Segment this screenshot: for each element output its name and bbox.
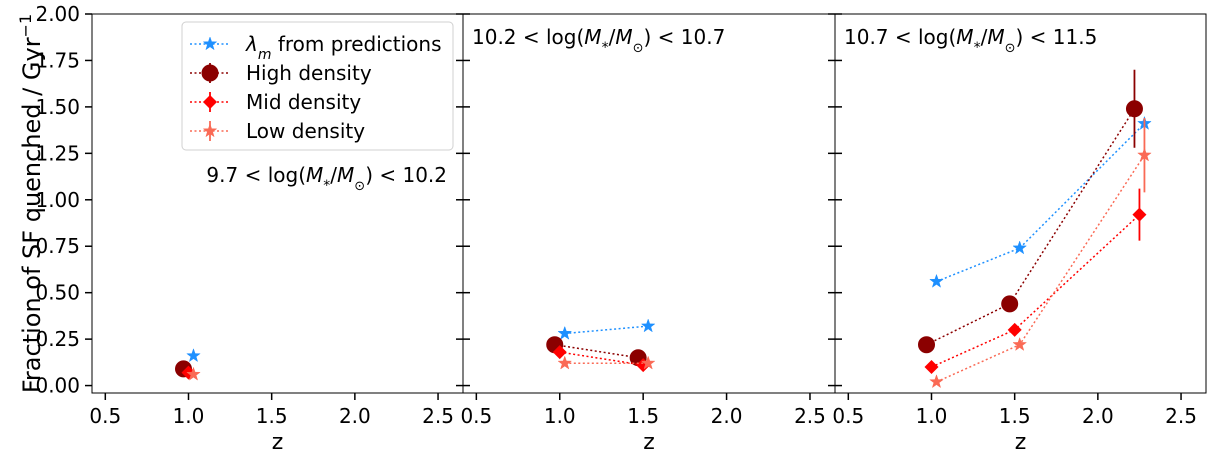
x-tick-label: 1.5 [627, 404, 659, 428]
x-tick-label: 2.5 [422, 404, 454, 428]
y-tick-label: 1.75 [35, 48, 80, 72]
y-tick-label: 1.50 [35, 95, 80, 119]
y-tick-label: 2.00 [35, 2, 80, 26]
series-low [929, 118, 1152, 389]
x-tick-label: 1.5 [999, 404, 1031, 428]
y-tick-label: 0.25 [35, 327, 80, 351]
data-point [640, 318, 656, 333]
panel-2: 0.5 1.0 1.5 2.0 2.5 z 10.2 < log(M*/M⊙) < 10.7 [456, 13, 836, 455]
series-predictions [186, 348, 201, 363]
x-tick-label: 1.5 [256, 404, 288, 428]
legend-box [181, 21, 454, 151]
legend-entry-low: Low density [190, 119, 365, 143]
data-point [1012, 240, 1028, 255]
data-point [1007, 322, 1022, 337]
data-point [929, 273, 944, 288]
x-tick-label: 0.5 [832, 404, 864, 428]
data-point [640, 355, 656, 370]
data-point [186, 366, 201, 381]
data-point [924, 359, 939, 374]
legend-entry-predictions: λm from predictions [190, 32, 442, 63]
y-tick-label: 0.00 [35, 374, 80, 398]
panel-frame [834, 13, 1207, 394]
series-line [936, 123, 1145, 283]
panel-title: 9.7 < log(M*/M⊙) < 10.2 [206, 163, 447, 194]
data-point [552, 345, 567, 360]
x-tick-label: 0.5 [89, 404, 121, 428]
x-axis-label: z [1015, 430, 1027, 455]
y-tick-label: 0.50 [35, 281, 80, 305]
y-axis-label: Fraction of SF quenched / Gyr−1 [16, 14, 47, 393]
series-mid [924, 188, 1147, 374]
y-tick-label: 1.25 [35, 141, 80, 165]
panel-frame [462, 13, 836, 394]
panel-title: 10.2 < log(M*/M⊙) < 10.7 [472, 25, 725, 56]
panel-title: 10.7 < log(M*/M⊙) < 11.5 [844, 25, 1097, 56]
legend-marker [202, 123, 218, 138]
x-tick-label: 2.0 [1082, 404, 1114, 428]
series-low [557, 355, 656, 370]
data-point [1125, 100, 1143, 118]
series-line [926, 108, 1136, 346]
x-tick-label: 2.0 [711, 404, 743, 428]
x-tick-label: 1.0 [544, 404, 576, 428]
series-line [554, 343, 639, 359]
data-point [557, 325, 573, 340]
data-point [186, 348, 201, 363]
x-axis-label: z [643, 430, 655, 455]
legend-label: High density [246, 61, 372, 85]
legend-entry-mid: Mid density [190, 90, 361, 114]
series-predictions [929, 115, 1152, 288]
data-point [1012, 336, 1028, 351]
data-point [557, 355, 573, 370]
y-tick-label: 1.00 [35, 188, 80, 212]
x-axis-label: z [272, 430, 284, 455]
data-point [1137, 147, 1152, 162]
data-point [929, 374, 944, 389]
series-line [564, 325, 649, 335]
series-line [936, 154, 1146, 383]
x-tick-label: 2.5 [794, 404, 826, 428]
series-line [559, 351, 644, 366]
legend-marker [201, 64, 219, 82]
data-point [1001, 295, 1019, 313]
series-low [186, 366, 201, 381]
y-tick-label: 0.75 [35, 234, 80, 258]
x-tick-label: 0.5 [460, 404, 492, 428]
data-point [918, 336, 936, 354]
legend-entry-high: High density [190, 61, 372, 85]
legend-label: Low density [246, 119, 365, 143]
series-line [931, 214, 1141, 368]
series-predictions [557, 318, 656, 340]
panel-3: 0.5 1.0 1.5 2.0 2.5 z 10.7 < log(M*/M⊙) < 11.5 [828, 13, 1207, 455]
legend-label: λm from predictions [245, 32, 442, 63]
x-tick-label: 2.0 [339, 404, 371, 428]
legend-label: Mid density [246, 90, 361, 114]
data-point [1132, 207, 1147, 222]
legend-marker [203, 95, 217, 109]
x-tick-label: 1.0 [173, 404, 205, 428]
series-high [918, 69, 1143, 354]
x-tick-label: 1.0 [916, 404, 948, 428]
x-tick-label: 2.5 [1165, 404, 1197, 428]
legend-marker [202, 36, 218, 51]
